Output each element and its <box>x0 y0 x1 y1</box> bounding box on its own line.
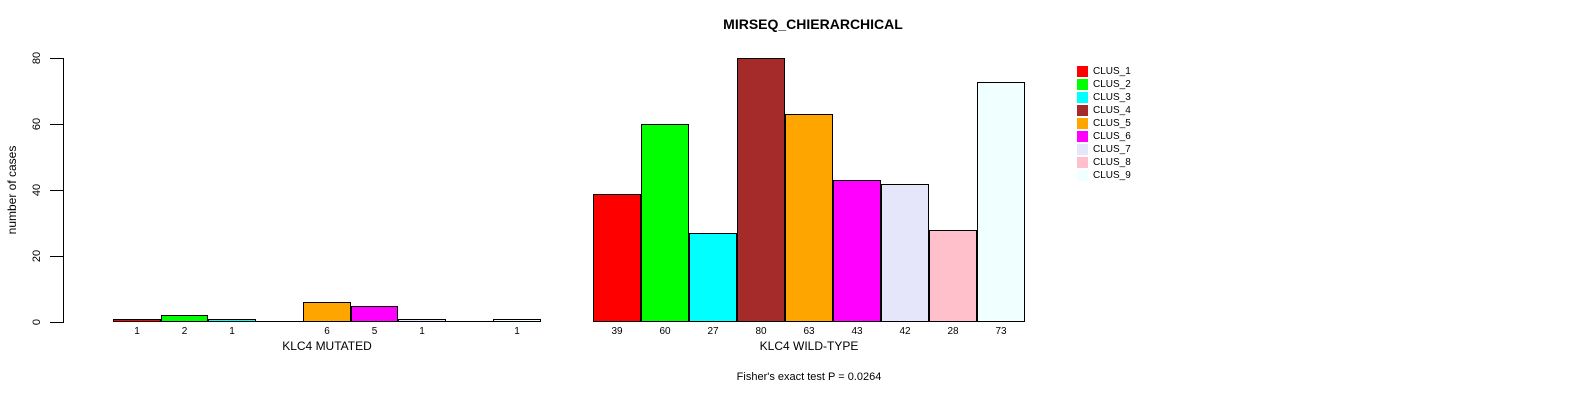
bar-value-label: 2 <box>181 326 188 337</box>
bar-value-label: 73 <box>995 326 1007 337</box>
y-tick-label: 0 <box>31 318 43 326</box>
bar-value-label: 28 <box>947 326 959 337</box>
bar-value-label: 43 <box>851 326 863 337</box>
bar-clus_2 <box>161 315 208 322</box>
bar-clus_6 <box>351 306 398 322</box>
y-tick <box>50 256 63 257</box>
legend-row: CLUS_6 <box>1077 130 1131 143</box>
legend-swatch-clus_7 <box>1077 144 1088 155</box>
y-tick <box>50 190 63 191</box>
legend-label: CLUS_5 <box>1093 118 1131 129</box>
legend-swatch-clus_1 <box>1077 66 1088 77</box>
bar-clus_1 <box>593 194 641 322</box>
legend-swatch-clus_3 <box>1077 92 1088 103</box>
bar-clus_4 <box>737 58 785 322</box>
bar-value-label: 63 <box>803 326 815 337</box>
legend-row: CLUS_2 <box>1077 78 1131 91</box>
legend-swatch-clus_2 <box>1077 79 1088 90</box>
bar-value-label: 27 <box>707 326 719 337</box>
y-tick-label: 60 <box>31 117 43 131</box>
y-tick-label: 80 <box>31 51 43 65</box>
bar-value-label: 1 <box>229 326 235 337</box>
group-label: KLC4 MUTATED <box>282 339 372 353</box>
legend-row: CLUS_8 <box>1077 156 1131 169</box>
bar-value-label: 80 <box>755 326 767 337</box>
bar-value-label: 60 <box>659 326 671 337</box>
bar-clus_3 <box>689 233 737 322</box>
legend-row: CLUS_4 <box>1077 104 1131 117</box>
y-tick <box>50 58 63 59</box>
legend-label: CLUS_2 <box>1093 79 1131 90</box>
fisher-test-note: Fisher's exact test P = 0.0264 <box>736 371 882 383</box>
legend-swatch-clus_8 <box>1077 157 1088 168</box>
bar-value-label: 1 <box>419 326 425 337</box>
bar-clus_8-zero <box>446 321 493 322</box>
bar-clus_3 <box>208 319 256 322</box>
legend-swatch-clus_5 <box>1077 118 1088 129</box>
legend-swatch-clus_6 <box>1077 131 1088 142</box>
legend-label: CLUS_6 <box>1093 131 1131 142</box>
legend-row: CLUS_5 <box>1077 117 1131 130</box>
legend-label: CLUS_1 <box>1093 66 1131 77</box>
bar-clus_8 <box>929 230 977 322</box>
legend-row: CLUS_3 <box>1077 91 1131 104</box>
bar-clus_6 <box>833 180 881 322</box>
chart-title: MIRSEQ_CHIERARCHICAL <box>723 16 903 32</box>
bar-clus_7 <box>881 184 929 322</box>
y-tick <box>50 322 63 323</box>
legend-row: CLUS_7 <box>1077 143 1131 156</box>
bar-clus_5 <box>303 302 351 322</box>
group-label: KLC4 WILD-TYPE <box>759 339 859 353</box>
legend-label: CLUS_3 <box>1093 92 1131 103</box>
bar-value-label: 6 <box>324 326 330 337</box>
bar-value-label: 42 <box>899 326 911 337</box>
bar-clus_7 <box>398 319 446 322</box>
legend-label: CLUS_7 <box>1093 144 1131 155</box>
bar-clus_5 <box>785 114 833 322</box>
legend-label: CLUS_8 <box>1093 157 1131 168</box>
legend-swatch-clus_4 <box>1077 105 1088 116</box>
bar-value-label: 5 <box>371 326 378 337</box>
y-tick-label: 40 <box>31 183 43 197</box>
bar-clus_4-zero <box>256 321 303 322</box>
bar-clus_2 <box>641 124 689 322</box>
y-tick-label: 20 <box>31 249 43 263</box>
y-axis-line <box>63 58 64 323</box>
bar-value-label: 39 <box>611 326 623 337</box>
bar-clus_9 <box>977 82 1025 322</box>
y-axis-title: number of cases <box>5 145 19 235</box>
bar-clus_9 <box>493 319 541 322</box>
bar-value-label: 1 <box>514 326 520 337</box>
bar-value-label: 1 <box>134 326 140 337</box>
bar-clus_1 <box>113 319 161 322</box>
legend-label: CLUS_9 <box>1093 170 1131 181</box>
legend-swatch-clus_9 <box>1077 170 1088 181</box>
legend-row: CLUS_9 <box>1077 169 1131 182</box>
y-tick <box>50 124 63 125</box>
legend-label: CLUS_4 <box>1093 105 1131 116</box>
legend: CLUS_1 CLUS_2 CLUS_3 CLUS_4 CLUS_5 CLUS_6 CLUS… <box>1077 65 1131 182</box>
legend-row: CLUS_1 <box>1077 65 1131 78</box>
